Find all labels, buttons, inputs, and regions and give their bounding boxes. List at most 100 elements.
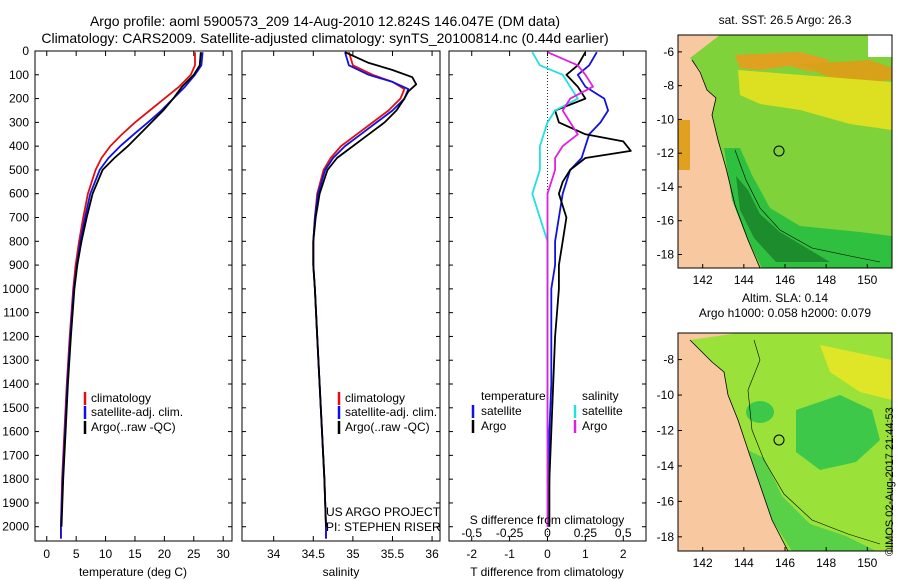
map-y-tick-label: -12: [657, 423, 675, 437]
depth-tick-label: 1300: [2, 353, 29, 367]
s-diff-tick-label: -0.25: [496, 526, 524, 540]
difference-chart: -2 -1 0 1 2 -0.5 -0.25 0 0.25 0.5: [449, 50, 646, 561]
sla-shelf-contour: [747, 339, 881, 545]
legend-climatology-label: climatology: [91, 391, 151, 405]
sla-shelf-band: [748, 450, 876, 551]
temperature-x-label: temperature (deg C): [79, 565, 187, 579]
diff-legend-s-satellite-label: satellite: [582, 404, 623, 418]
difference-legend: temperature salinity satellite Argo sate…: [471, 389, 623, 433]
series-line-climatology: [60, 52, 196, 539]
map-y-tick-label: -14: [657, 459, 675, 473]
sal-legend-argo-label: Argo(..raw -QC): [345, 420, 430, 434]
depth-tick-label: 1100: [3, 306, 29, 320]
x-tick-label: 36: [425, 547, 439, 561]
x-tick-label: 30: [216, 547, 230, 561]
sst-warm-patch: [735, 52, 830, 72]
x-tick-label: 15: [128, 547, 142, 561]
series-line-temperature-satellite: [546, 51, 609, 527]
depth-tick-label: 300: [9, 115, 29, 129]
figure-title-line1: Argo profile: aoml 5900573_209 14-Aug-20…: [89, 13, 561, 29]
series-line-satellite-adj-clim-: [312, 51, 410, 539]
depth-tick-label: 200: [9, 92, 29, 106]
map-x-tick-label: 150: [857, 273, 877, 287]
sal-legend-climatology-label: climatology: [345, 391, 405, 405]
legend-argo-label: Argo(..raw -QC): [91, 420, 176, 434]
series-line-climatology: [312, 51, 406, 539]
map-y-tick-label: -18: [657, 530, 675, 544]
map-x-tick-label: 146: [775, 273, 795, 287]
series-group: [531, 51, 632, 527]
x-tick-label: 5: [73, 547, 80, 561]
depth-tick-label: 800: [9, 234, 29, 248]
depth-tick-label: 900: [9, 258, 29, 272]
sst-missing-data: [868, 35, 892, 57]
x-tick-label: 1: [582, 547, 589, 561]
series-line-salinity-argo: [546, 51, 594, 527]
depth-tick-label: 100: [9, 68, 29, 82]
sst-map: [678, 35, 892, 268]
sla-west-eddy: [746, 401, 774, 423]
sla-light-band: [820, 345, 892, 400]
sst-shelf-contour: [734, 149, 881, 263]
series-line-argo-raw-qc-: [60, 52, 202, 527]
difference-x-label: T difference from climatology: [470, 565, 624, 579]
sla-map-title-line1: Altim. SLA: 0.14: [742, 291, 828, 305]
depth-tick-label: 1200: [2, 329, 29, 343]
s-diff-tick-label: 0: [544, 526, 551, 540]
depth-tick-label: 0: [22, 44, 29, 58]
x-tick-label: 2: [620, 547, 627, 561]
diff-legend-s-argo-label: Argo: [582, 419, 608, 433]
series-group: [60, 52, 204, 539]
map-y-tick-label: -6: [663, 45, 674, 59]
depth-tick-label: 1500: [2, 401, 29, 415]
depth-tick-label: 500: [9, 163, 29, 177]
x-tick-label: 0: [544, 547, 551, 561]
series-line-argo-raw-qc-: [312, 51, 418, 527]
map-y-tick-label: -8: [663, 79, 674, 93]
depth-tick-label: 1900: [2, 496, 29, 510]
sla-map-title-line2: Argo h1000: 0.058 h2000: 0.079: [699, 306, 871, 320]
sst-coastline: [691, 59, 761, 268]
sla-argo-marker: [773, 434, 785, 446]
sla-coastline: [689, 339, 789, 551]
map-y-tick-label: -16: [657, 494, 675, 508]
temperature-chart: 0 5 10 15 20 25 30: [35, 50, 232, 561]
sst-reef-shelf: [736, 176, 830, 262]
difference-s-label: S difference from climatology: [470, 513, 625, 527]
map-x-tick-label: 148: [816, 273, 836, 287]
depth-tick-label: 600: [9, 187, 29, 201]
map-y-tick-label: -8: [663, 353, 674, 367]
map-x-tick-label: 144: [734, 556, 754, 570]
s-diff-tick-label: 0.25: [574, 526, 598, 540]
x-tick-label: 34: [267, 547, 281, 561]
depth-tick-label: 1600: [2, 425, 29, 439]
diff-legend-t-argo-label: Argo: [481, 419, 507, 433]
map-x-tick-label: 148: [816, 556, 836, 570]
map-x-tick-label: 144: [734, 273, 754, 287]
map-y-tick-label: -12: [657, 146, 675, 160]
x-tick-label: 35: [346, 547, 360, 561]
x-tick-label: 0: [43, 547, 50, 561]
map-x-tick-label: 142: [693, 556, 713, 570]
sal-legend-satellite-label: satellite-adj. clim.: [345, 405, 437, 419]
temperature-panel-frame: [34, 50, 233, 542]
depth-tick-label: 1800: [2, 472, 29, 486]
legend-satellite-label: satellite-adj. clim.: [91, 405, 183, 419]
sla-ocean: [690, 333, 892, 551]
x-tick-label: 10: [99, 547, 113, 561]
sst-west-warm: [678, 120, 690, 170]
depth-tick-label: 1700: [2, 448, 29, 462]
map-y-tick-label: -18: [657, 247, 675, 261]
sst-map-axes: 142 144 146 148 150 -6 -8 -10 -12 -14 -16 -18: [657, 45, 878, 287]
series-line-temperature-argo: [548, 51, 632, 527]
diff-legend-temperature-header: temperature: [481, 389, 546, 403]
depth-tick-label: 700: [9, 211, 29, 225]
map-y-tick-label: -14: [657, 180, 675, 194]
x-tick-label: 20: [158, 547, 172, 561]
salinity-panel-frame: [241, 50, 441, 542]
depth-tick-label: 2000: [2, 520, 29, 534]
map-y-tick-label: -10: [657, 112, 675, 126]
diff-legend-salinity-header: salinity: [582, 389, 619, 403]
sst-map-title: sat. SST: 26.5 Argo: 26.3: [719, 13, 852, 27]
sla-map: [678, 333, 892, 551]
